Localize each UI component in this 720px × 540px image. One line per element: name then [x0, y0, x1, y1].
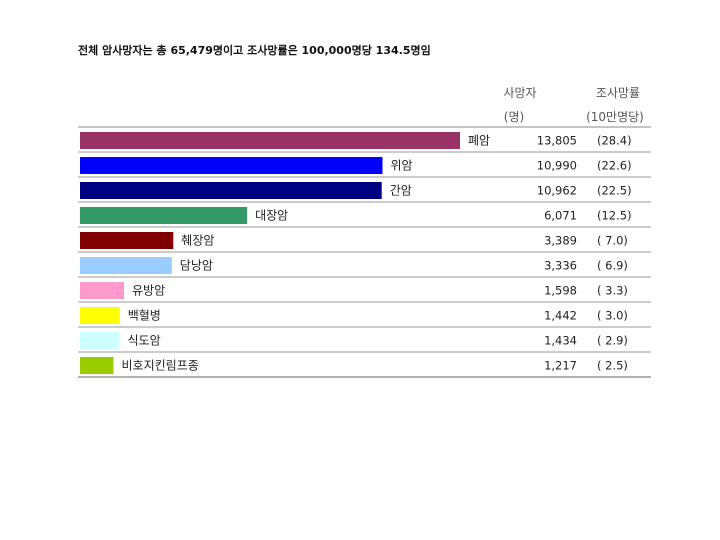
bar-3	[80, 207, 248, 224]
value-label: 1,217	[544, 359, 577, 373]
bar-9	[80, 357, 114, 374]
rate-label: ( 6.9)	[597, 259, 628, 273]
value-label: 10,990	[537, 159, 577, 173]
category-label: 유방암	[132, 284, 165, 298]
value-label: 6,071	[544, 209, 577, 223]
rate-label: (22.5)	[597, 184, 632, 198]
category-label: 간암	[390, 184, 412, 198]
category-label: 췌장암	[181, 234, 214, 248]
category-label: 식도암	[128, 334, 161, 348]
category-label: 대장암	[255, 209, 288, 223]
rate-label: ( 3.0)	[597, 309, 628, 323]
category-label: 위암	[391, 159, 413, 173]
bar-4	[80, 232, 174, 249]
rate-label: ( 7.0)	[597, 234, 628, 248]
value-label: 3,336	[544, 259, 577, 273]
chart-title: 전체 암사망자는 총 65,479명이고 조사망률은 100,000명당 134…	[78, 44, 431, 57]
rate-label: (28.4)	[597, 134, 632, 148]
header-deaths-unit: (명)	[503, 110, 525, 124]
bar-6	[80, 282, 124, 299]
header-rate: 조사망률	[595, 86, 641, 100]
bar-2	[80, 182, 382, 199]
value-label: 1,598	[544, 284, 577, 298]
bar-5	[80, 257, 172, 274]
category-label: 백혈병	[128, 309, 161, 323]
value-label: 3,389	[544, 234, 577, 248]
value-label: 1,442	[544, 309, 577, 323]
rate-label: (22.6)	[597, 159, 632, 173]
value-label: 10,962	[537, 184, 577, 198]
bar-8	[80, 332, 120, 349]
bar-0	[80, 132, 460, 149]
bar-1	[80, 157, 383, 174]
category-label: 비호지킨림프종	[122, 359, 199, 373]
rate-label: ( 2.5)	[597, 359, 628, 373]
rate-label: ( 3.3)	[597, 284, 628, 298]
value-label: 1,434	[544, 334, 577, 348]
category-label: 담낭암	[180, 259, 213, 273]
header-deaths: 사망자	[503, 86, 537, 100]
category-label: 폐암	[468, 134, 490, 148]
bar-7	[80, 307, 120, 324]
header-rate-unit: (10만명당)	[586, 110, 644, 124]
rate-label: ( 2.9)	[597, 334, 628, 348]
value-label: 13,805	[537, 134, 577, 148]
rate-label: (12.5)	[597, 209, 632, 223]
